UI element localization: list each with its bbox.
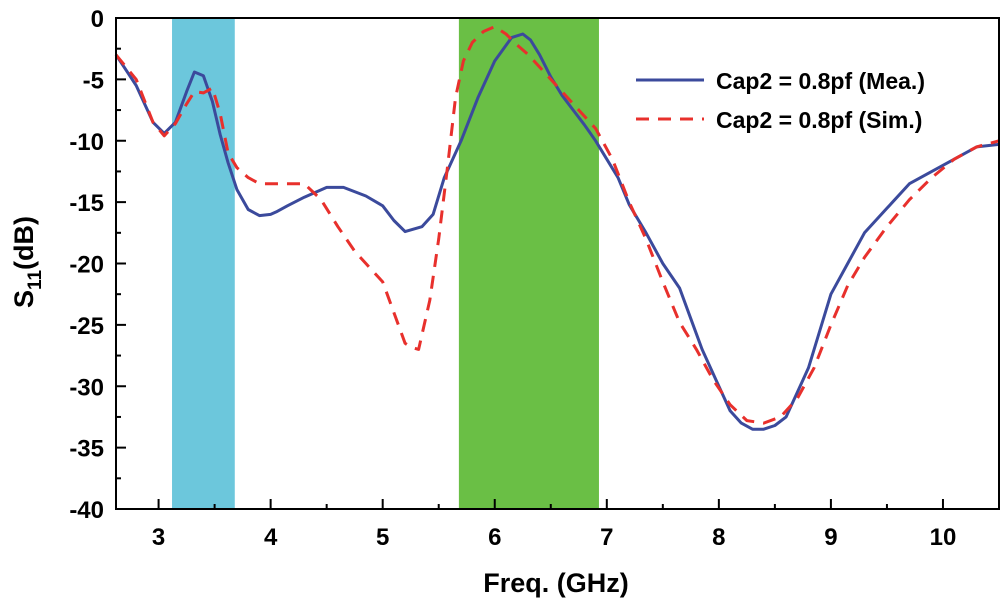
legend-label-simulated: Cap2 = 0.8pf (Sim.)	[716, 107, 922, 133]
y-tick-label: -30	[69, 374, 104, 401]
highlight-bands	[172, 18, 599, 509]
y-tick-label: -35	[69, 436, 104, 463]
x-tick-label: 3	[152, 524, 165, 551]
y-tick-label: -10	[69, 129, 104, 156]
measured-series-line	[114, 32, 1000, 431]
x-tick-label: 5	[376, 524, 389, 551]
x-tick-label: 9	[824, 524, 837, 551]
x-tick-labels: 3 4 5 6 7 8 9 10	[152, 524, 956, 551]
simulated-series-line	[114, 25, 1000, 425]
y-tick-label: -15	[69, 190, 104, 217]
frequency-band-2	[458, 18, 599, 509]
y-tick-label: -40	[69, 497, 104, 524]
y-axis-title: S11(dB)	[9, 216, 46, 308]
legend-label-measured: Cap2 = 0.8pf (Mea.)	[716, 68, 925, 94]
y-tick-label: -25	[69, 313, 104, 340]
x-axis-title: Freq. (GHz)	[483, 568, 629, 598]
y-tick-label: -5	[83, 67, 104, 94]
axis-ticks	[116, 17, 1000, 510]
x-tick-label: 8	[712, 524, 725, 551]
y-tick-labels: 0 -5 -10 -15 -20 -25 -30 -35 -40	[69, 6, 104, 524]
y-tick-label: -20	[69, 252, 104, 279]
y-axis-title-subscript: 11	[25, 270, 46, 291]
legend: Cap2 = 0.8pf (Mea.) Cap2 = 0.8pf (Sim.)	[636, 68, 925, 133]
x-tick-label: 10	[930, 524, 957, 551]
x-tick-label: 6	[488, 524, 501, 551]
y-tick-label: 0	[91, 6, 104, 33]
y-axis-title-base: S	[9, 290, 39, 308]
series-lines	[114, 25, 1000, 431]
y-axis-title-suffix: (dB)	[9, 216, 39, 270]
x-tick-label: 4	[264, 524, 278, 551]
x-tick-label: 7	[600, 524, 613, 551]
